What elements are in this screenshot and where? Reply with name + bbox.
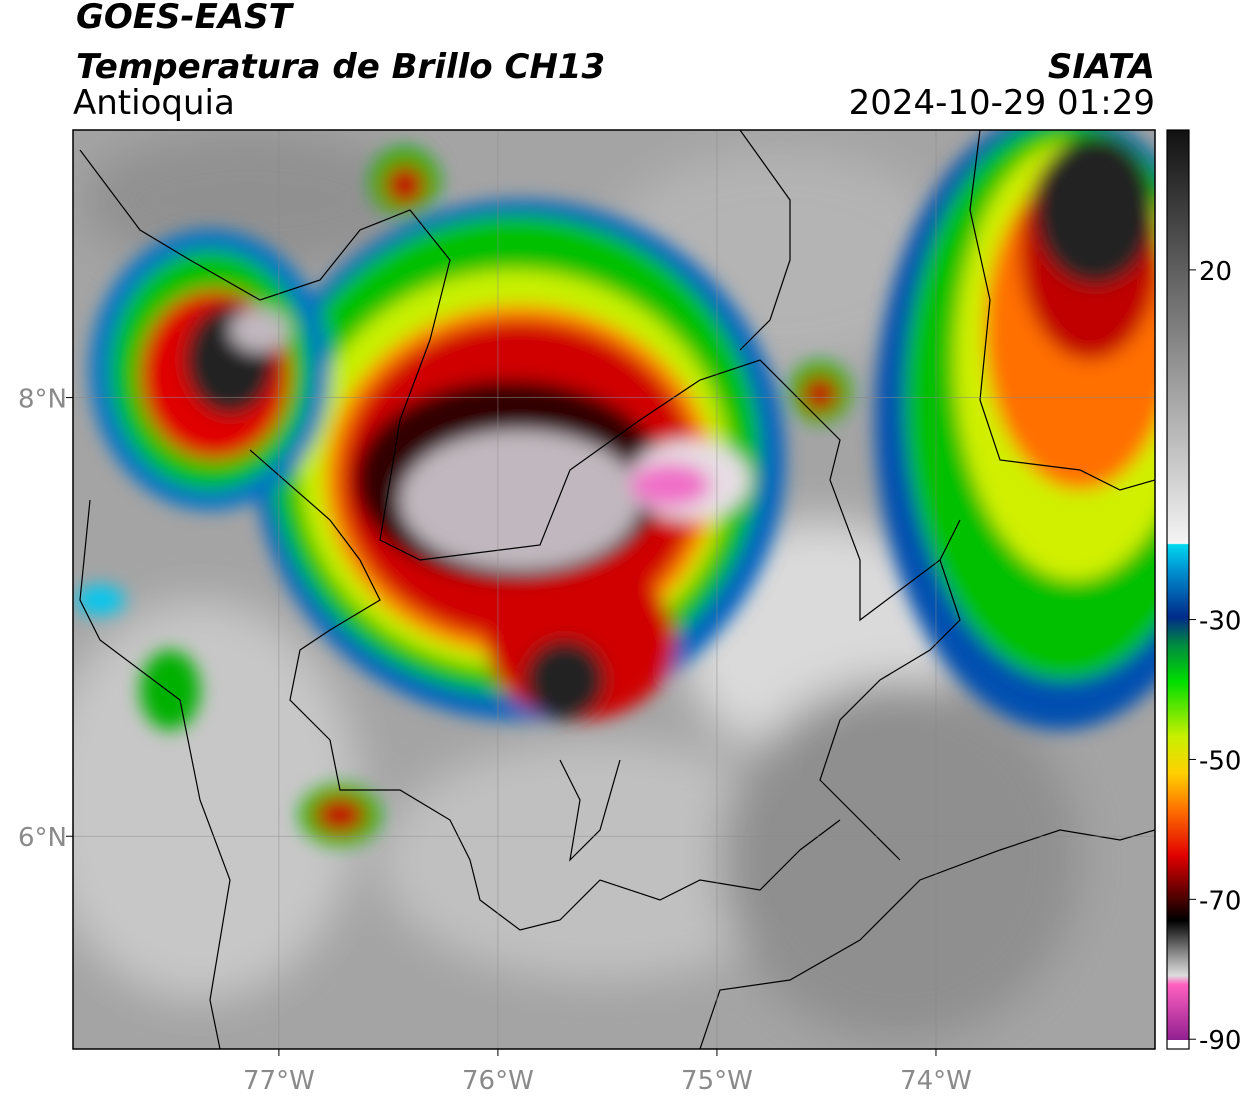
colorbar-tick-label: 20 bbox=[1199, 257, 1232, 287]
x-tick-label: 77°W bbox=[243, 1066, 315, 1096]
colorbar-tick-label: -30 bbox=[1199, 607, 1241, 637]
x-tick-label: 75°W bbox=[681, 1066, 753, 1096]
map-frame bbox=[72, 129, 1156, 1050]
timestamp: 2024-10-29 01:29 bbox=[849, 83, 1155, 123]
x-tick-label: 76°W bbox=[462, 1066, 534, 1096]
colorbar-tick-label: -90 bbox=[1199, 1026, 1241, 1056]
source: SIATA bbox=[1048, 47, 1155, 87]
satellite-image bbox=[73, 130, 1155, 1049]
y-tick-label: 8°N bbox=[18, 385, 67, 415]
subtitle: Temperatura de Brillo CH13 bbox=[76, 47, 605, 87]
borders bbox=[79, 130, 1155, 1049]
colorbar bbox=[1166, 129, 1190, 1050]
x-tick-label: 74°W bbox=[900, 1066, 972, 1096]
colorbar-tick-label: -50 bbox=[1199, 746, 1241, 776]
colorbar-tick-label: -70 bbox=[1199, 886, 1241, 916]
title: GOES-EAST bbox=[76, 0, 295, 37]
graticule bbox=[73, 130, 1155, 1049]
region: Antioquia bbox=[73, 83, 235, 123]
y-tick-label: 6°N bbox=[18, 823, 67, 853]
